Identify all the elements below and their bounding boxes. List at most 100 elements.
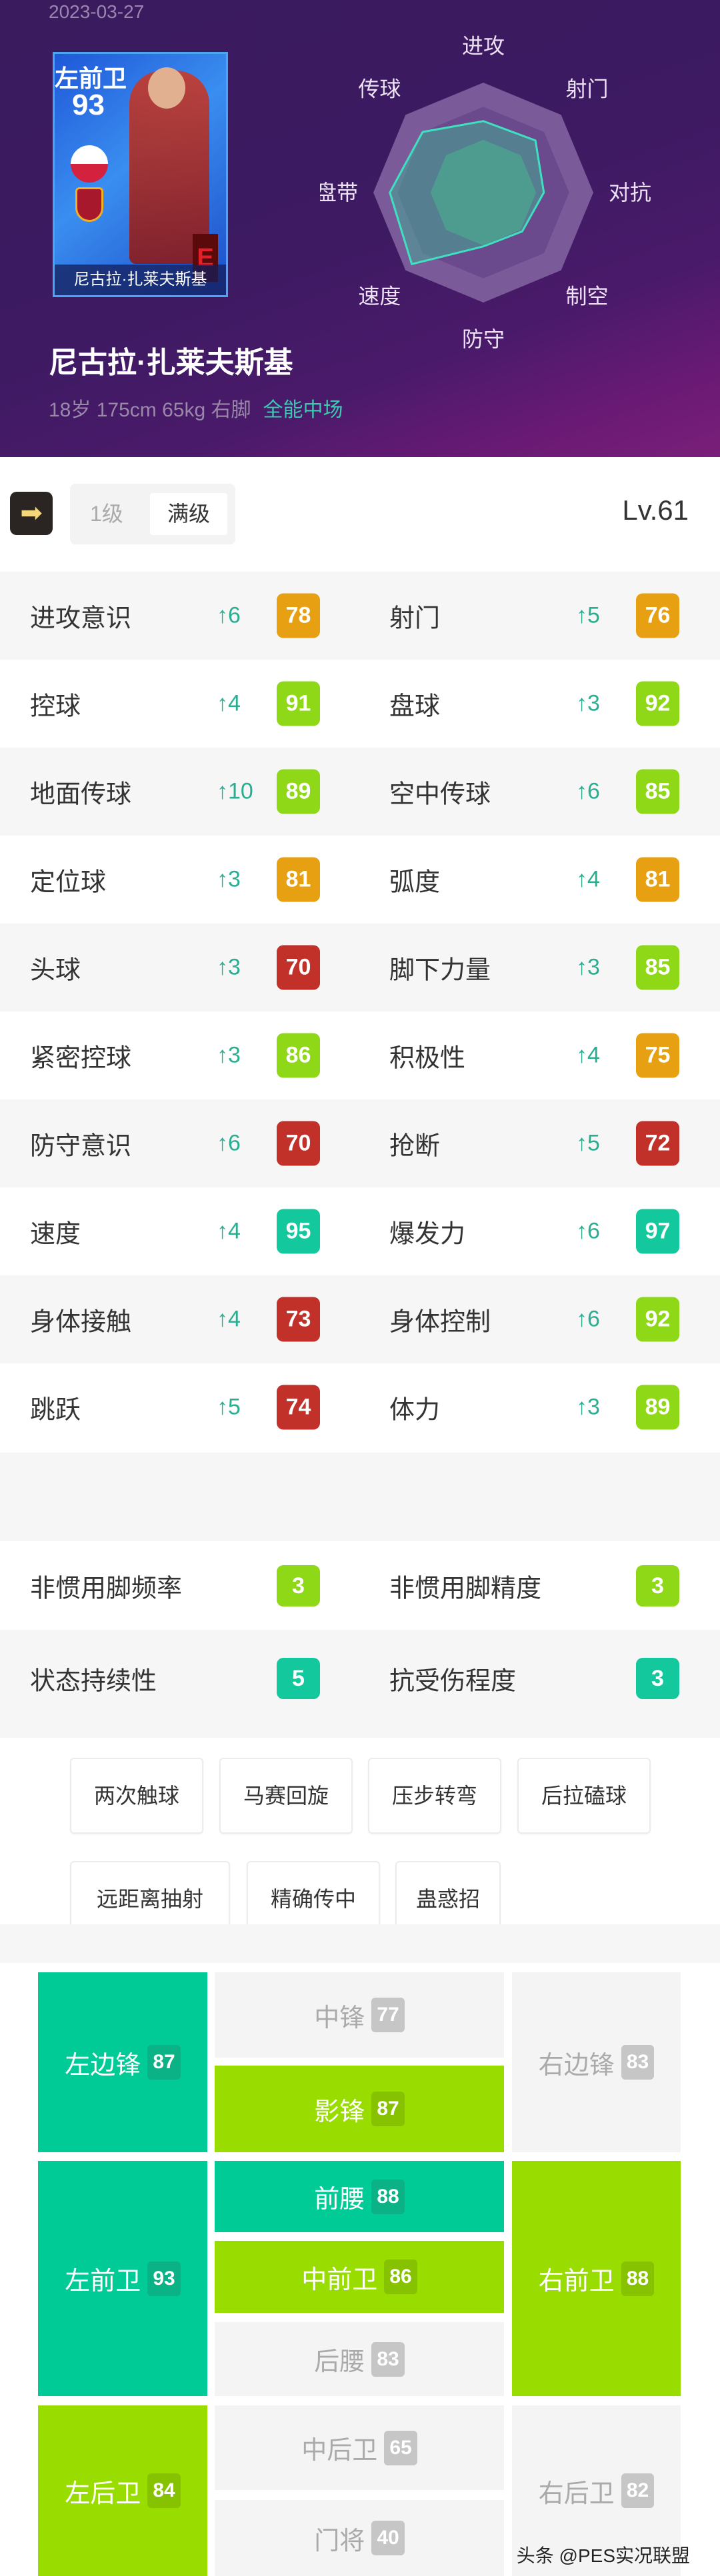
player-name: 尼古拉·扎莱夫斯基 <box>49 346 293 379</box>
position-tile[interactable]: 中后卫 65 <box>215 2405 504 2490</box>
position-tile[interactable]: 影锋 87 <box>215 2066 504 2152</box>
position-label: 左后卫 <box>65 2479 141 2508</box>
position-label: 右后卫 <box>538 2479 615 2508</box>
stat-value-badge: 89 <box>277 769 320 814</box>
stat-delta: ↑6 <box>576 1306 600 1332</box>
radar-axis-label: 对抗 <box>609 181 651 205</box>
extra-stat-value-badge: 3 <box>636 1657 679 1699</box>
position-rating-badge: 83 <box>371 2341 405 2377</box>
stat-delta: ↑4 <box>576 866 600 892</box>
skill-tag[interactable]: 后拉磕球 <box>517 1758 651 1834</box>
position-tile[interactable]: 右边锋 83 <box>512 1972 681 2152</box>
stat-label: 脚下力量 <box>389 956 491 985</box>
stat-row: 地面传球 ↑10 89 空中传球 ↑6 85 <box>0 748 720 836</box>
radar-axis-label: 传球 <box>358 77 401 101</box>
position-tile[interactable]: 右前卫 88 <box>512 2161 681 2396</box>
extra-stat-value-badge: 3 <box>277 1565 320 1607</box>
stat-delta: ↑4 <box>217 1306 241 1332</box>
club-badge-icon <box>75 187 103 222</box>
skill-tag[interactable]: 两次触球 <box>70 1758 203 1834</box>
card-position: 左前卫 <box>55 65 127 92</box>
stat-value-badge: 89 <box>636 1385 679 1430</box>
position-tile[interactable]: 后腰 83 <box>215 2322 504 2396</box>
position-tile[interactable]: 中锋 77 <box>215 1972 504 2058</box>
stat-cell: 进攻意识 ↑6 78 <box>0 572 361 660</box>
card-name: 尼古拉·扎莱夫斯基 <box>55 265 226 295</box>
position-rating-badge: 83 <box>621 2045 655 2080</box>
position-tile[interactable]: 中前卫 86 <box>215 2241 504 2313</box>
extra-stat-label: 状态持续性 <box>30 1667 157 1696</box>
stat-delta: ↑5 <box>576 602 600 628</box>
stat-cell: 体力 ↑3 89 <box>359 1363 720 1451</box>
position-tile[interactable]: 左后卫 84 <box>38 2405 207 2576</box>
level-1-option[interactable]: 1级 <box>90 502 123 526</box>
position-tile[interactable]: 左前卫 93 <box>38 2161 207 2396</box>
skill-tag[interactable]: 压步转弯 <box>368 1758 501 1834</box>
position-label: 中后卫 <box>301 2437 378 2465</box>
player-card[interactable]: 左前卫 93 E 尼古拉·扎莱夫斯基 <box>53 52 228 297</box>
stat-label: 积极性 <box>389 1044 466 1073</box>
extra-stat-label: 非惯用脚频率 <box>30 1575 183 1603</box>
position-tile[interactable]: 右后卫 82 <box>512 2405 681 2576</box>
stat-cell: 空中传球 ↑6 85 <box>359 748 720 836</box>
stat-label: 进攻意识 <box>30 604 132 633</box>
radar-axis-label: 射门 <box>566 77 609 101</box>
stat-delta: ↑4 <box>576 1042 600 1068</box>
stat-cell: 地面传球 ↑10 89 <box>0 748 361 836</box>
level-toggle: 1级 满级 <box>70 484 235 544</box>
stat-label: 身体接触 <box>30 1308 132 1337</box>
position-rating-badge: 86 <box>384 2259 417 2294</box>
stat-label: 空中传球 <box>389 780 491 809</box>
stat-label: 体力 <box>389 1396 441 1425</box>
stat-delta: ↑3 <box>576 954 600 980</box>
stat-delta: ↑4 <box>217 1218 241 1244</box>
stat-label: 头球 <box>30 956 81 985</box>
stat-value-badge: 92 <box>636 1297 679 1342</box>
stat-cell: 速度 ↑4 95 <box>0 1187 361 1275</box>
stat-value-badge: 95 <box>277 1209 320 1254</box>
extra-stat-cell: 非惯用脚频率 3 <box>0 1541 361 1630</box>
position-label: 门将 <box>314 2527 365 2555</box>
level-label: Lv.61 <box>622 494 689 526</box>
stat-value-badge: 86 <box>277 1033 320 1078</box>
date-label: 2023-03-27 <box>49 1 145 22</box>
position-tile[interactable]: 左边锋 87 <box>38 1972 207 2152</box>
level-max-option[interactable]: 满级 <box>150 493 227 535</box>
stat-cell: 定位球 ↑3 81 <box>0 836 361 924</box>
player-header: 2023-03-27 左前卫 93 E 尼古拉·扎莱夫斯基 尼古拉·扎莱夫斯基 … <box>0 0 720 457</box>
position-tile[interactable]: 门将 40 <box>215 2500 504 2576</box>
stat-label: 爆发力 <box>389 1220 466 1249</box>
stat-value-badge: 81 <box>636 857 679 902</box>
compare-arrow-button[interactable]: ➡ <box>10 492 53 535</box>
stat-row: 紧密控球 ↑3 86 积极性 ↑4 75 <box>0 1011 720 1099</box>
position-label: 左前卫 <box>65 2267 141 2295</box>
stat-row: 身体接触 ↑4 73 身体控制 ↑6 92 <box>0 1275 720 1363</box>
position-rating-badge: 87 <box>371 2092 405 2126</box>
position-rating-badge: 87 <box>147 2045 181 2080</box>
stat-value-badge: 75 <box>636 1033 679 1078</box>
stat-value-badge: 91 <box>277 681 320 726</box>
skills-list: 两次触球 马赛回旋 压步转弯 后拉磕球 远距离抽射 精确传中 蛊惑招 <box>0 1738 720 1937</box>
stat-delta: ↑3 <box>576 690 600 716</box>
stat-row: 跳跃 ↑5 74 体力 ↑3 89 <box>0 1363 720 1451</box>
extra-stat-row: 状态持续性 5 抗受伤程度 3 <box>0 1630 720 1738</box>
stat-delta: ↑10 <box>217 778 253 804</box>
stat-row: 定位球 ↑3 81 弧度 ↑4 81 <box>0 836 720 924</box>
position-label: 前腰 <box>314 2186 365 2214</box>
stat-value-badge: 97 <box>636 1209 679 1254</box>
stat-value-badge: 72 <box>636 1121 679 1166</box>
section-divider <box>0 1453 720 1541</box>
skill-tag[interactable]: 马赛回旋 <box>219 1758 353 1834</box>
radar-axis-label: 制空 <box>566 285 609 309</box>
stat-value-badge: 70 <box>277 945 320 990</box>
radar-axis-label: 进攻 <box>462 34 505 58</box>
stat-delta: ↑6 <box>217 1130 241 1156</box>
stat-row: 速度 ↑4 95 爆发力 ↑6 97 <box>0 1187 720 1275</box>
stat-value-badge: 78 <box>277 593 320 638</box>
position-rating-badge: 84 <box>147 2473 181 2508</box>
stat-cell: 射门 ↑5 76 <box>359 572 720 660</box>
position-tile[interactable]: 前腰 88 <box>215 2161 504 2232</box>
player-info: 18岁 175cm 65kg 右脚 全能中场 <box>49 393 343 422</box>
position-label: 中前卫 <box>301 2265 378 2294</box>
position-label: 后腰 <box>314 2348 365 2376</box>
